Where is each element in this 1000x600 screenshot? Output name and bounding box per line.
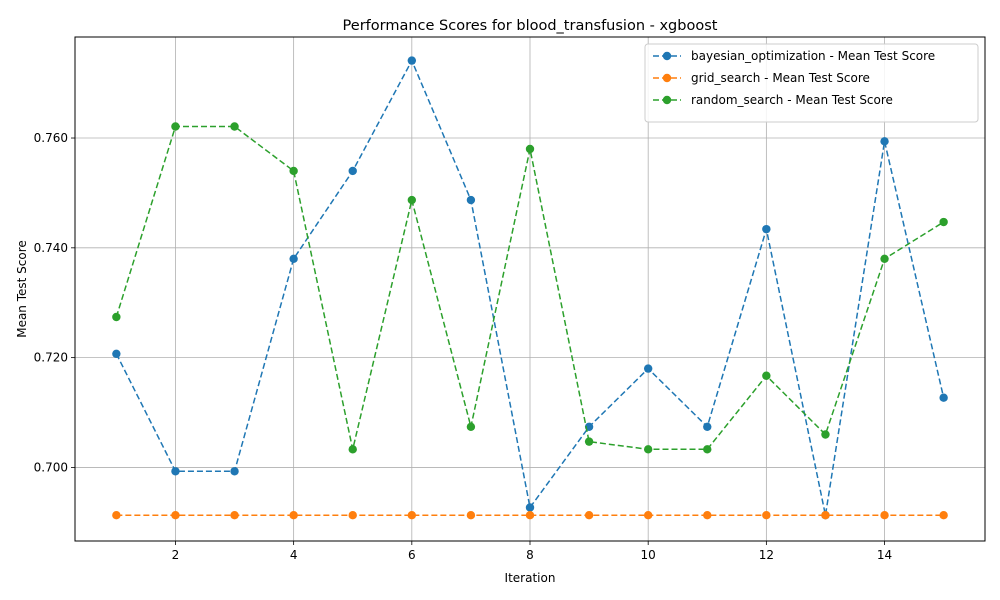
y-tick-label: 0.760	[34, 131, 68, 145]
data-point	[230, 467, 239, 476]
data-point	[407, 195, 417, 205]
data-point	[289, 510, 298, 520]
data-point	[348, 166, 357, 176]
data-point	[407, 56, 417, 65]
data-point	[466, 510, 476, 520]
data-point	[703, 422, 712, 432]
legend-label: grid_search - Mean Test Score	[691, 71, 870, 85]
data-point	[171, 122, 180, 131]
data-point	[939, 510, 948, 520]
data-point	[407, 510, 417, 520]
data-point	[821, 430, 830, 439]
x-tick-label: 4	[290, 548, 298, 562]
x-tick-label: 12	[759, 548, 774, 562]
y-tick-label: 0.700	[34, 460, 68, 474]
data-point	[466, 422, 476, 432]
data-point	[466, 195, 476, 205]
x-tick-label: 6	[408, 548, 416, 562]
data-point	[525, 144, 535, 154]
data-point	[584, 437, 594, 446]
data-point	[230, 122, 239, 131]
data-point	[348, 510, 357, 520]
data-point	[171, 510, 180, 520]
data-point	[880, 254, 889, 264]
x-tick-label: 2	[172, 548, 180, 562]
grid-lines	[75, 37, 985, 541]
legend-label: bayesian_optimization - Mean Test Score	[691, 49, 935, 63]
data-point	[703, 510, 712, 520]
data-point	[230, 510, 239, 520]
legend-box	[644, 43, 979, 123]
data-point	[762, 510, 771, 520]
data-point	[703, 445, 712, 454]
data-point	[112, 349, 121, 358]
x-tick-label: 10	[641, 548, 656, 562]
data-point	[525, 503, 535, 512]
series-line-0	[115, 58, 945, 516]
data-point	[289, 166, 298, 176]
data-point	[348, 445, 357, 454]
legend-marker	[662, 95, 672, 105]
data-point	[643, 364, 653, 373]
data-point	[939, 217, 948, 227]
data-point	[112, 312, 121, 322]
legend: bayesian_optimization - Mean Test Score g…	[644, 43, 979, 123]
x-tick-label: 8	[526, 548, 534, 562]
axis-ticks: 2 4 6 8 10 12 14 0.700 0.720 0.740 0.760	[34, 131, 893, 562]
data-point	[762, 224, 771, 234]
y-tick-label: 0.740	[34, 241, 68, 255]
legend-marker	[662, 51, 672, 61]
chart-title: Performance Scores for blood_transfusion…	[343, 18, 718, 34]
x-tick-label: 14	[877, 548, 892, 562]
data-point	[880, 137, 889, 146]
data-point	[643, 445, 653, 454]
x-axis-label: Iteration	[505, 571, 556, 585]
data-point	[880, 510, 889, 520]
data-point	[525, 510, 535, 520]
legend-marker	[662, 73, 672, 83]
data-point	[112, 510, 121, 520]
data-point	[584, 510, 594, 520]
series-layer	[112, 56, 948, 520]
y-axis-label: Mean Test Score	[15, 240, 29, 338]
data-point	[939, 393, 948, 402]
data-point	[821, 510, 830, 520]
y-tick-label: 0.720	[34, 351, 68, 365]
legend-label: random_search - Mean Test Score	[691, 93, 893, 107]
data-point	[289, 254, 298, 264]
data-point	[643, 510, 653, 520]
data-point	[171, 467, 180, 476]
data-point	[762, 371, 771, 380]
